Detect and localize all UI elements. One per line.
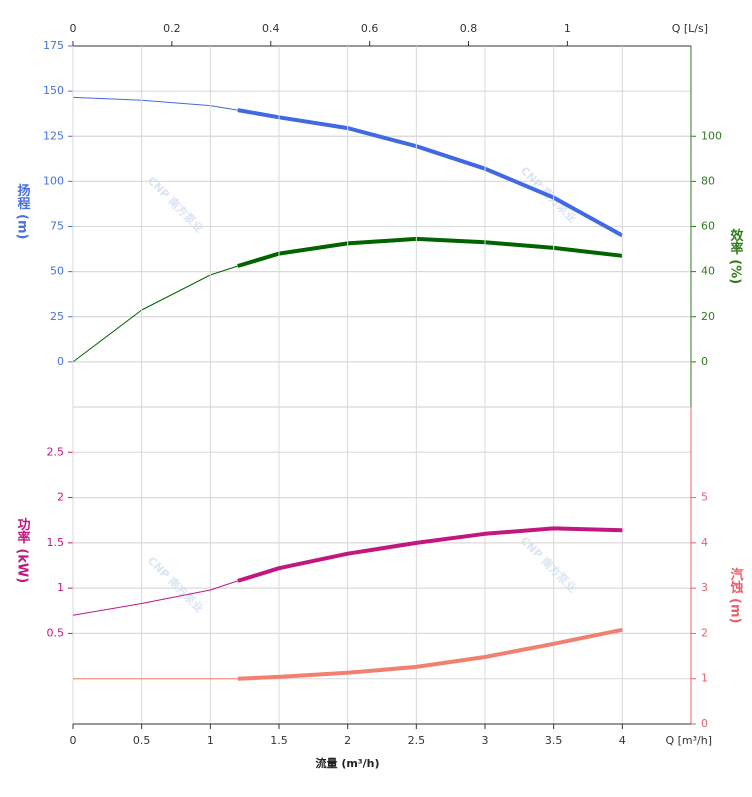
y2-tick-label: 5: [701, 491, 708, 504]
x-tick-label: 3: [482, 734, 489, 747]
x2-axis-title: Q [L/s]: [672, 22, 708, 35]
y-tick-label: 25: [50, 310, 64, 323]
y-tick-label: 125: [43, 129, 64, 142]
y2-tick-label: 2: [701, 626, 708, 639]
x2-tick-label: 0: [70, 22, 77, 35]
y-tick-label: 50: [50, 265, 64, 278]
y-axis-title: 扬程 (m): [15, 183, 31, 240]
x2-tick-label: 0.2: [163, 22, 181, 35]
y-tick-label: 100: [43, 174, 64, 187]
curve-operating: [237, 627, 623, 681]
y-axis-title: 功率 (kW): [15, 518, 31, 583]
y2-tick-label: 3: [701, 581, 708, 594]
y-tick-label: 75: [50, 220, 64, 233]
y-tick-label: 1: [57, 581, 64, 594]
x2-tick-label: 0.8: [460, 22, 478, 35]
y2-tick-label: 0: [701, 355, 708, 368]
y2-tick-label: 20: [701, 310, 715, 323]
y-tick-label: 2: [57, 491, 64, 504]
x-tick-label: 2.5: [408, 734, 426, 747]
y-tick-label: 2.5: [47, 445, 65, 458]
x2-tick-label: 0.6: [361, 22, 379, 35]
watermark: CNP 南方泵业: [145, 173, 207, 235]
y2-tick-label: 0: [701, 717, 708, 730]
y2-axis-title: 效率 (%): [728, 228, 744, 284]
x-unit: Q [m³/h]: [665, 734, 712, 747]
x-tick-label: 0.5: [133, 734, 151, 747]
curve-operating: [237, 236, 623, 268]
y2-tick-label: 1: [701, 672, 708, 685]
x-tick-label: 2: [344, 734, 351, 747]
y2-tick-label: 4: [701, 536, 708, 549]
y2-tick-label: 60: [701, 220, 715, 233]
x-axis-title: 流量 (m³/h): [315, 756, 379, 770]
y2-tick-label: 80: [701, 174, 715, 187]
x2-tick-label: 0.4: [262, 22, 280, 35]
y-tick-label: 0: [57, 355, 64, 368]
x-tick-label: 1.5: [270, 734, 288, 747]
y-tick-label: 0.5: [47, 626, 65, 639]
x-tick-label: 4: [619, 734, 626, 747]
y2-axis-title: 汽蚀 (m): [728, 567, 745, 624]
y2-tick-label: 100: [701, 129, 722, 142]
curve: [72, 96, 238, 111]
y-tick-label: 1.5: [47, 536, 65, 549]
y-tick-label: 150: [43, 84, 64, 97]
y2-tick-label: 40: [701, 265, 715, 278]
x-tick-label: 0: [70, 734, 77, 747]
plot-frame: [72, 45, 692, 725]
curve: [72, 265, 238, 363]
x2-tick-label: 1: [564, 22, 571, 35]
curve-operating: [237, 526, 623, 583]
x-tick-label: 3.5: [545, 734, 563, 747]
watermark: CNP 南方泵业: [145, 553, 207, 615]
x-tick-label: 1: [207, 734, 214, 747]
curve: [72, 580, 238, 616]
y-tick-label: 175: [43, 39, 64, 52]
